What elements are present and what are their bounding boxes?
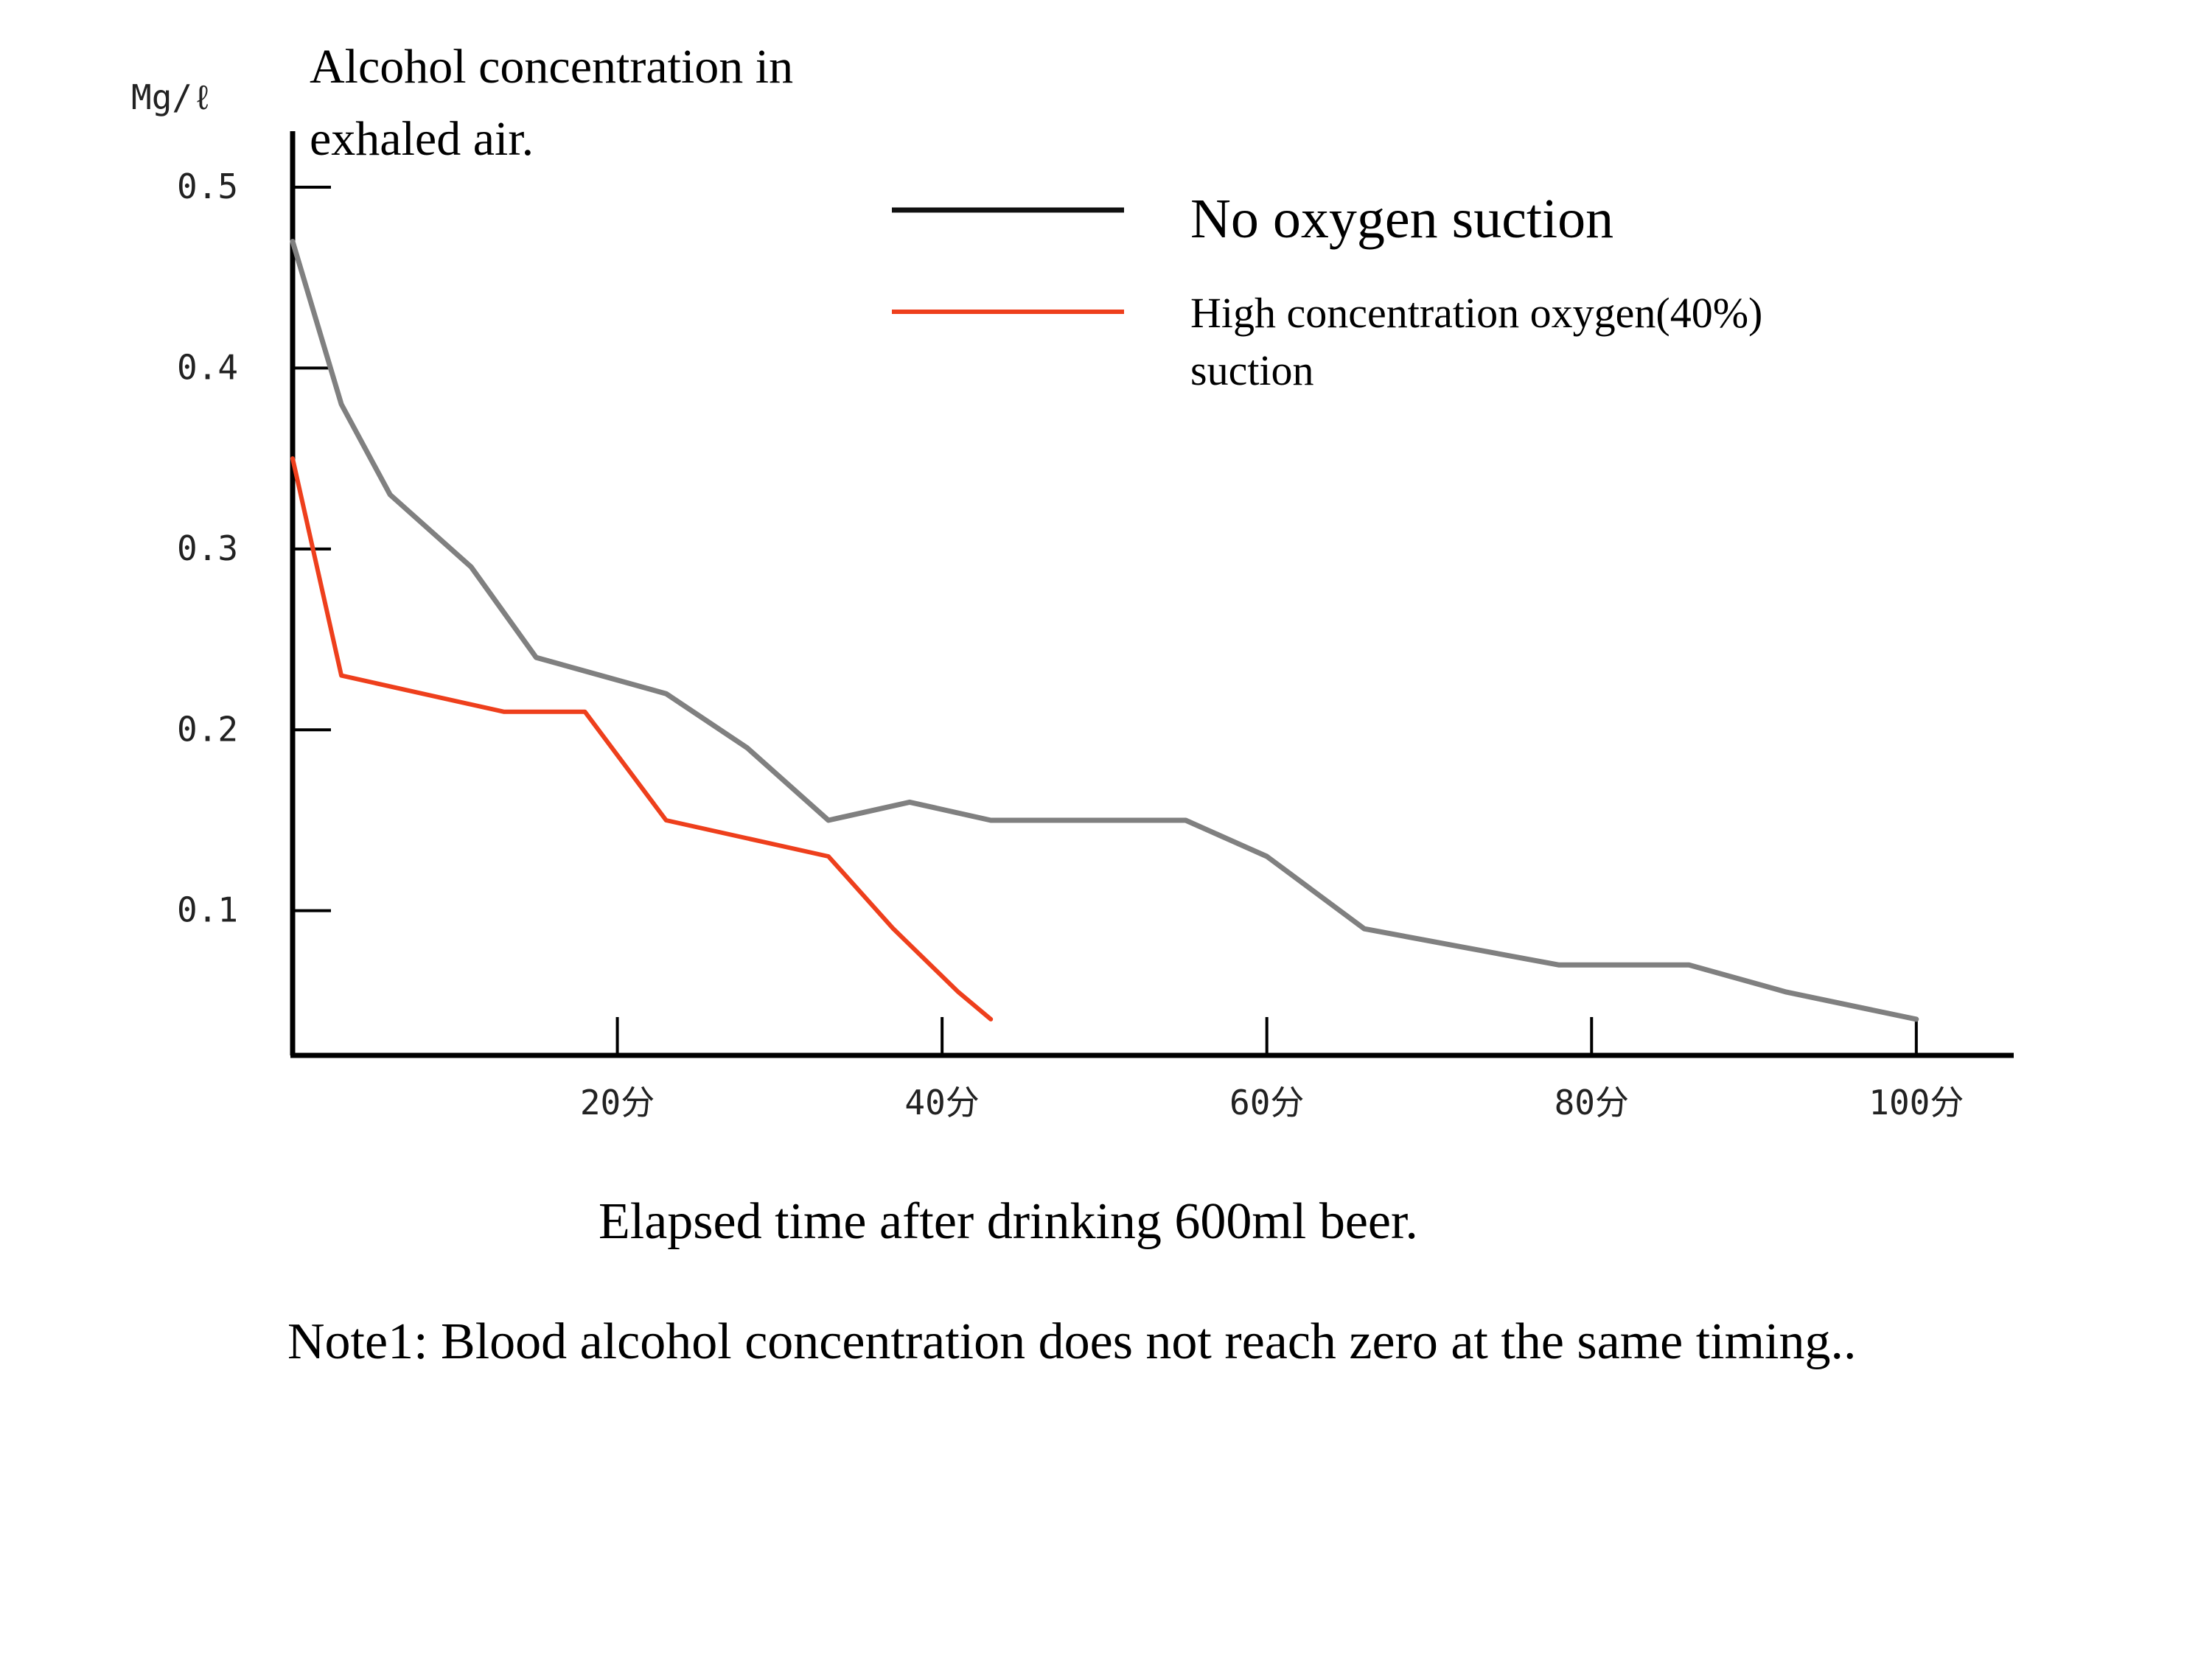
y-tick-label-4: 0.5	[177, 167, 238, 206]
legend-label-high-oxygen: High concentration oxygen(40%) suction	[1190, 289, 1773, 394]
x-axis-label: Elapsed time after drinking 600ml beer.	[599, 1193, 1418, 1250]
x-ticks: 20分 40分 60分 80分 100分	[580, 1017, 1964, 1122]
x-tick-label-0: 20分	[580, 1083, 655, 1122]
chart-title: Alcohol concentration in exhaled air.	[310, 40, 806, 166]
y-tick-label-1: 0.2	[177, 709, 238, 749]
chart-title-line-2: exhaled air.	[310, 112, 534, 166]
x-tick-label-4: 100分	[1869, 1083, 1964, 1122]
series-line-no-oxygen	[290, 239, 1919, 1022]
series-lines	[290, 239, 1919, 1022]
y-tick-label-2: 0.3	[177, 528, 238, 568]
legend-label-high-oxygen-line-1: High concentration oxygen(40%)	[1190, 289, 1762, 337]
y-tick-label-3: 0.4	[177, 347, 238, 387]
legend: No oxygen suction High concentration oxy…	[892, 188, 1773, 394]
y-axis-label: Mg/ℓ	[131, 77, 213, 117]
y-ticks: 0.1 0.2 0.3 0.4 0.5	[177, 167, 331, 930]
chart-title-line-1: Alcohol concentration in	[310, 40, 793, 94]
chart-note: Note1: Blood alcohol concentration does …	[287, 1313, 1857, 1370]
y-tick-label-0: 0.1	[177, 890, 238, 930]
legend-label-high-oxygen-line-2: suction	[1190, 346, 1314, 394]
series-line-high-oxygen	[290, 456, 994, 1021]
x-tick-label-2: 60分	[1229, 1083, 1304, 1122]
x-tick-label-3: 80分	[1555, 1083, 1629, 1122]
legend-label-no-oxygen: No oxygen suction	[1190, 188, 1613, 250]
x-tick-label-1: 40分	[904, 1083, 979, 1122]
